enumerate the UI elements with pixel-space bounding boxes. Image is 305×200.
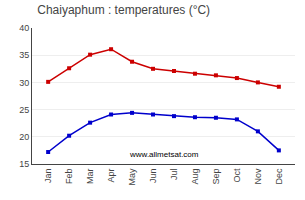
svg-text:15: 15: [19, 159, 29, 169]
svg-text:Feb: Feb: [64, 169, 74, 185]
svg-text:Chaiyaphum : temperatures (°C): Chaiyaphum : temperatures (°C): [37, 3, 210, 17]
svg-text:Nov: Nov: [253, 168, 263, 185]
svg-text:35: 35: [19, 50, 29, 60]
svg-text:30: 30: [19, 78, 29, 88]
svg-text:40: 40: [19, 23, 29, 33]
svg-text:Jul: Jul: [169, 169, 179, 181]
svg-text:20: 20: [19, 132, 29, 142]
svg-text:Jan: Jan: [43, 169, 53, 184]
svg-text:Apr: Apr: [106, 169, 116, 183]
svg-text:Aug: Aug: [190, 169, 200, 185]
svg-text:Sep: Sep: [211, 169, 221, 185]
svg-text:Jun: Jun: [148, 169, 158, 184]
svg-text:Oct: Oct: [232, 168, 242, 183]
svg-text:May: May: [127, 168, 137, 186]
svg-text:www.allmetsat.com: www.allmetsat.com: [129, 150, 199, 159]
svg-text:Mar: Mar: [85, 169, 95, 185]
svg-text:Dec: Dec: [274, 168, 284, 185]
svg-text:25: 25: [19, 105, 29, 115]
